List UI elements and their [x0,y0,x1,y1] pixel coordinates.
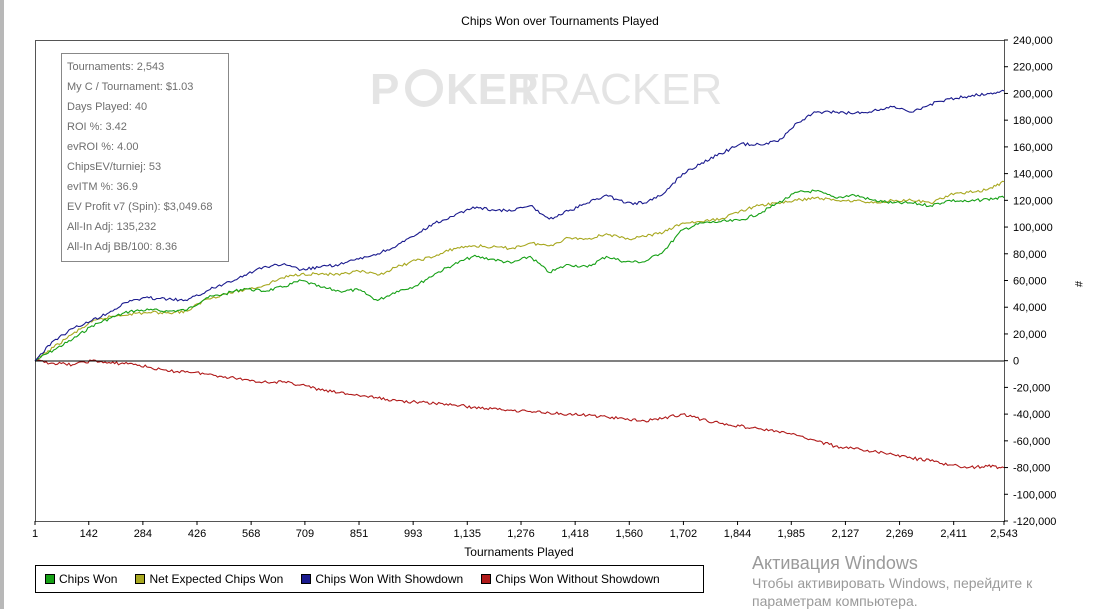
x-tick-label: 1,560 [616,528,644,540]
legend-item-without-showdown: Chips Won Without Showdown [481,572,660,586]
stat-line: All-In Adj BB/100: 8.36 [67,241,177,253]
activation-message: параметрам компьютера. [752,593,918,609]
x-tick-label: 568 [242,528,260,540]
windows-activation-watermark: Активация Windows Чтобы активировать Win… [752,553,1102,610]
stat-line: Tournaments: 2,543 [67,61,164,73]
x-tick-label: 2,127 [832,528,860,540]
activation-message: Чтобы активировать Windows, перейдите к [752,575,1033,591]
y-tick-label: 200,000 [1013,88,1053,100]
y-tick-label: 20,000 [1013,329,1047,341]
x-tick-label: 1,985 [778,528,806,540]
x-tick-label: 2,411 [940,528,967,540]
stat-line: ChipsEV/turniej: 53 [67,161,161,173]
legend-swatch [301,574,312,584]
y-tick-label: -40,000 [1013,409,1050,421]
stat-line: Days Played: 40 [67,101,147,113]
watermark-letter-p: P [370,65,399,114]
stat-line: EV Profit v7 (Spin): $3,049.68 [67,201,213,213]
series-line-net-expected-chips-won [34,180,1005,362]
x-axis: 1 142 284 426 568 709 851 993 1,135 1,276 1,418 1,5… [32,521,1018,540]
x-tick-label: 1,135 [454,528,482,540]
y-tick-label: -120,000 [1013,516,1056,528]
legend-label: Net Expected Chips Won [149,572,284,586]
x-tick-label: 1 [32,528,38,540]
y-tick-label: -20,000 [1013,382,1050,394]
y-axis-label: # [1072,281,1084,288]
y-tick-label: 60,000 [1013,276,1047,288]
y-tick-label: 120,000 [1013,195,1053,207]
x-tick-label: 142 [80,528,98,540]
y-tick-label: 0 [1013,356,1019,368]
y-tick-label: 180,000 [1013,115,1053,127]
legend-swatch [45,574,55,584]
x-tick-label: 709 [296,528,314,540]
legend: Chips Won Net Expected Chips Won Chips W… [35,565,704,593]
legend-item-chips-won: Chips Won [45,572,117,586]
stat-line: ROI %: 3.42 [67,121,127,133]
watermark-chip-icon [405,69,443,107]
watermark-word-tracker: TRACKER [512,65,722,114]
y-tick-label: -100,000 [1013,489,1056,501]
x-tick-label: 1,702 [670,528,698,540]
window-edge [0,0,4,609]
stat-line: evITM %: 36.9 [67,181,138,193]
legend-label: Chips Won Without Showdown [495,572,660,586]
y-tick-label: -80,000 [1013,463,1050,475]
x-tick-label: 1,844 [724,528,752,540]
x-tick-label: 1,276 [507,528,535,540]
x-tick-label: 284 [134,528,152,540]
x-tick-label: 2,269 [886,528,914,540]
x-tick-label: 851 [350,528,368,540]
legend-label: Chips Won With Showdown [315,572,464,586]
stats-box: Tournaments: 2,543 My C / Tournament: $1.… [61,53,229,262]
poker-tracker-watermark: P KER TRACKER [370,65,722,114]
y-tick-label: 220,000 [1013,62,1053,74]
series-line-chips-won [34,189,1005,362]
legend-item-net-expected: Net Expected Chips Won [135,572,283,586]
watermark-word-ker: KER [446,65,539,114]
x-tick-label: 426 [188,528,206,540]
y-tick-label: 80,000 [1013,249,1047,261]
x-tick-label: 2,543 [990,528,1018,540]
y-tick-label: 160,000 [1013,142,1053,154]
x-tick-label: 993 [404,528,422,540]
legend-label: Chips Won [59,572,118,586]
y-tick-label: 40,000 [1013,302,1047,314]
activation-title: Активация Windows [752,553,918,573]
series-lines [34,89,1005,470]
stat-line: evROI %: 4.00 [67,141,139,153]
legend-swatch [135,574,146,584]
stat-line: All-In Adj: 135,232 [67,221,156,233]
series-line-chips-won-without-showdown [34,359,1005,470]
chart-title: Chips Won over Tournaments Played [461,14,659,28]
x-tick-label: 1,418 [561,528,589,540]
y-tick-label: 100,000 [1013,222,1053,234]
legend-swatch [481,574,492,584]
series-line-chips-won-with-showdown [34,89,1005,362]
y-tick-label: -60,000 [1013,436,1050,448]
x-axis-label: Tournaments Played [464,545,573,559]
y-tick-label: 240,000 [1013,35,1053,47]
legend-item-with-showdown: Chips Won With Showdown [301,572,463,586]
y-tick-label: 140,000 [1013,169,1053,181]
y-axis: 240,000 220,000 200,000 180,000 160,000 140,0… [1004,35,1056,528]
stat-line: My C / Tournament: $1.03 [67,81,193,93]
